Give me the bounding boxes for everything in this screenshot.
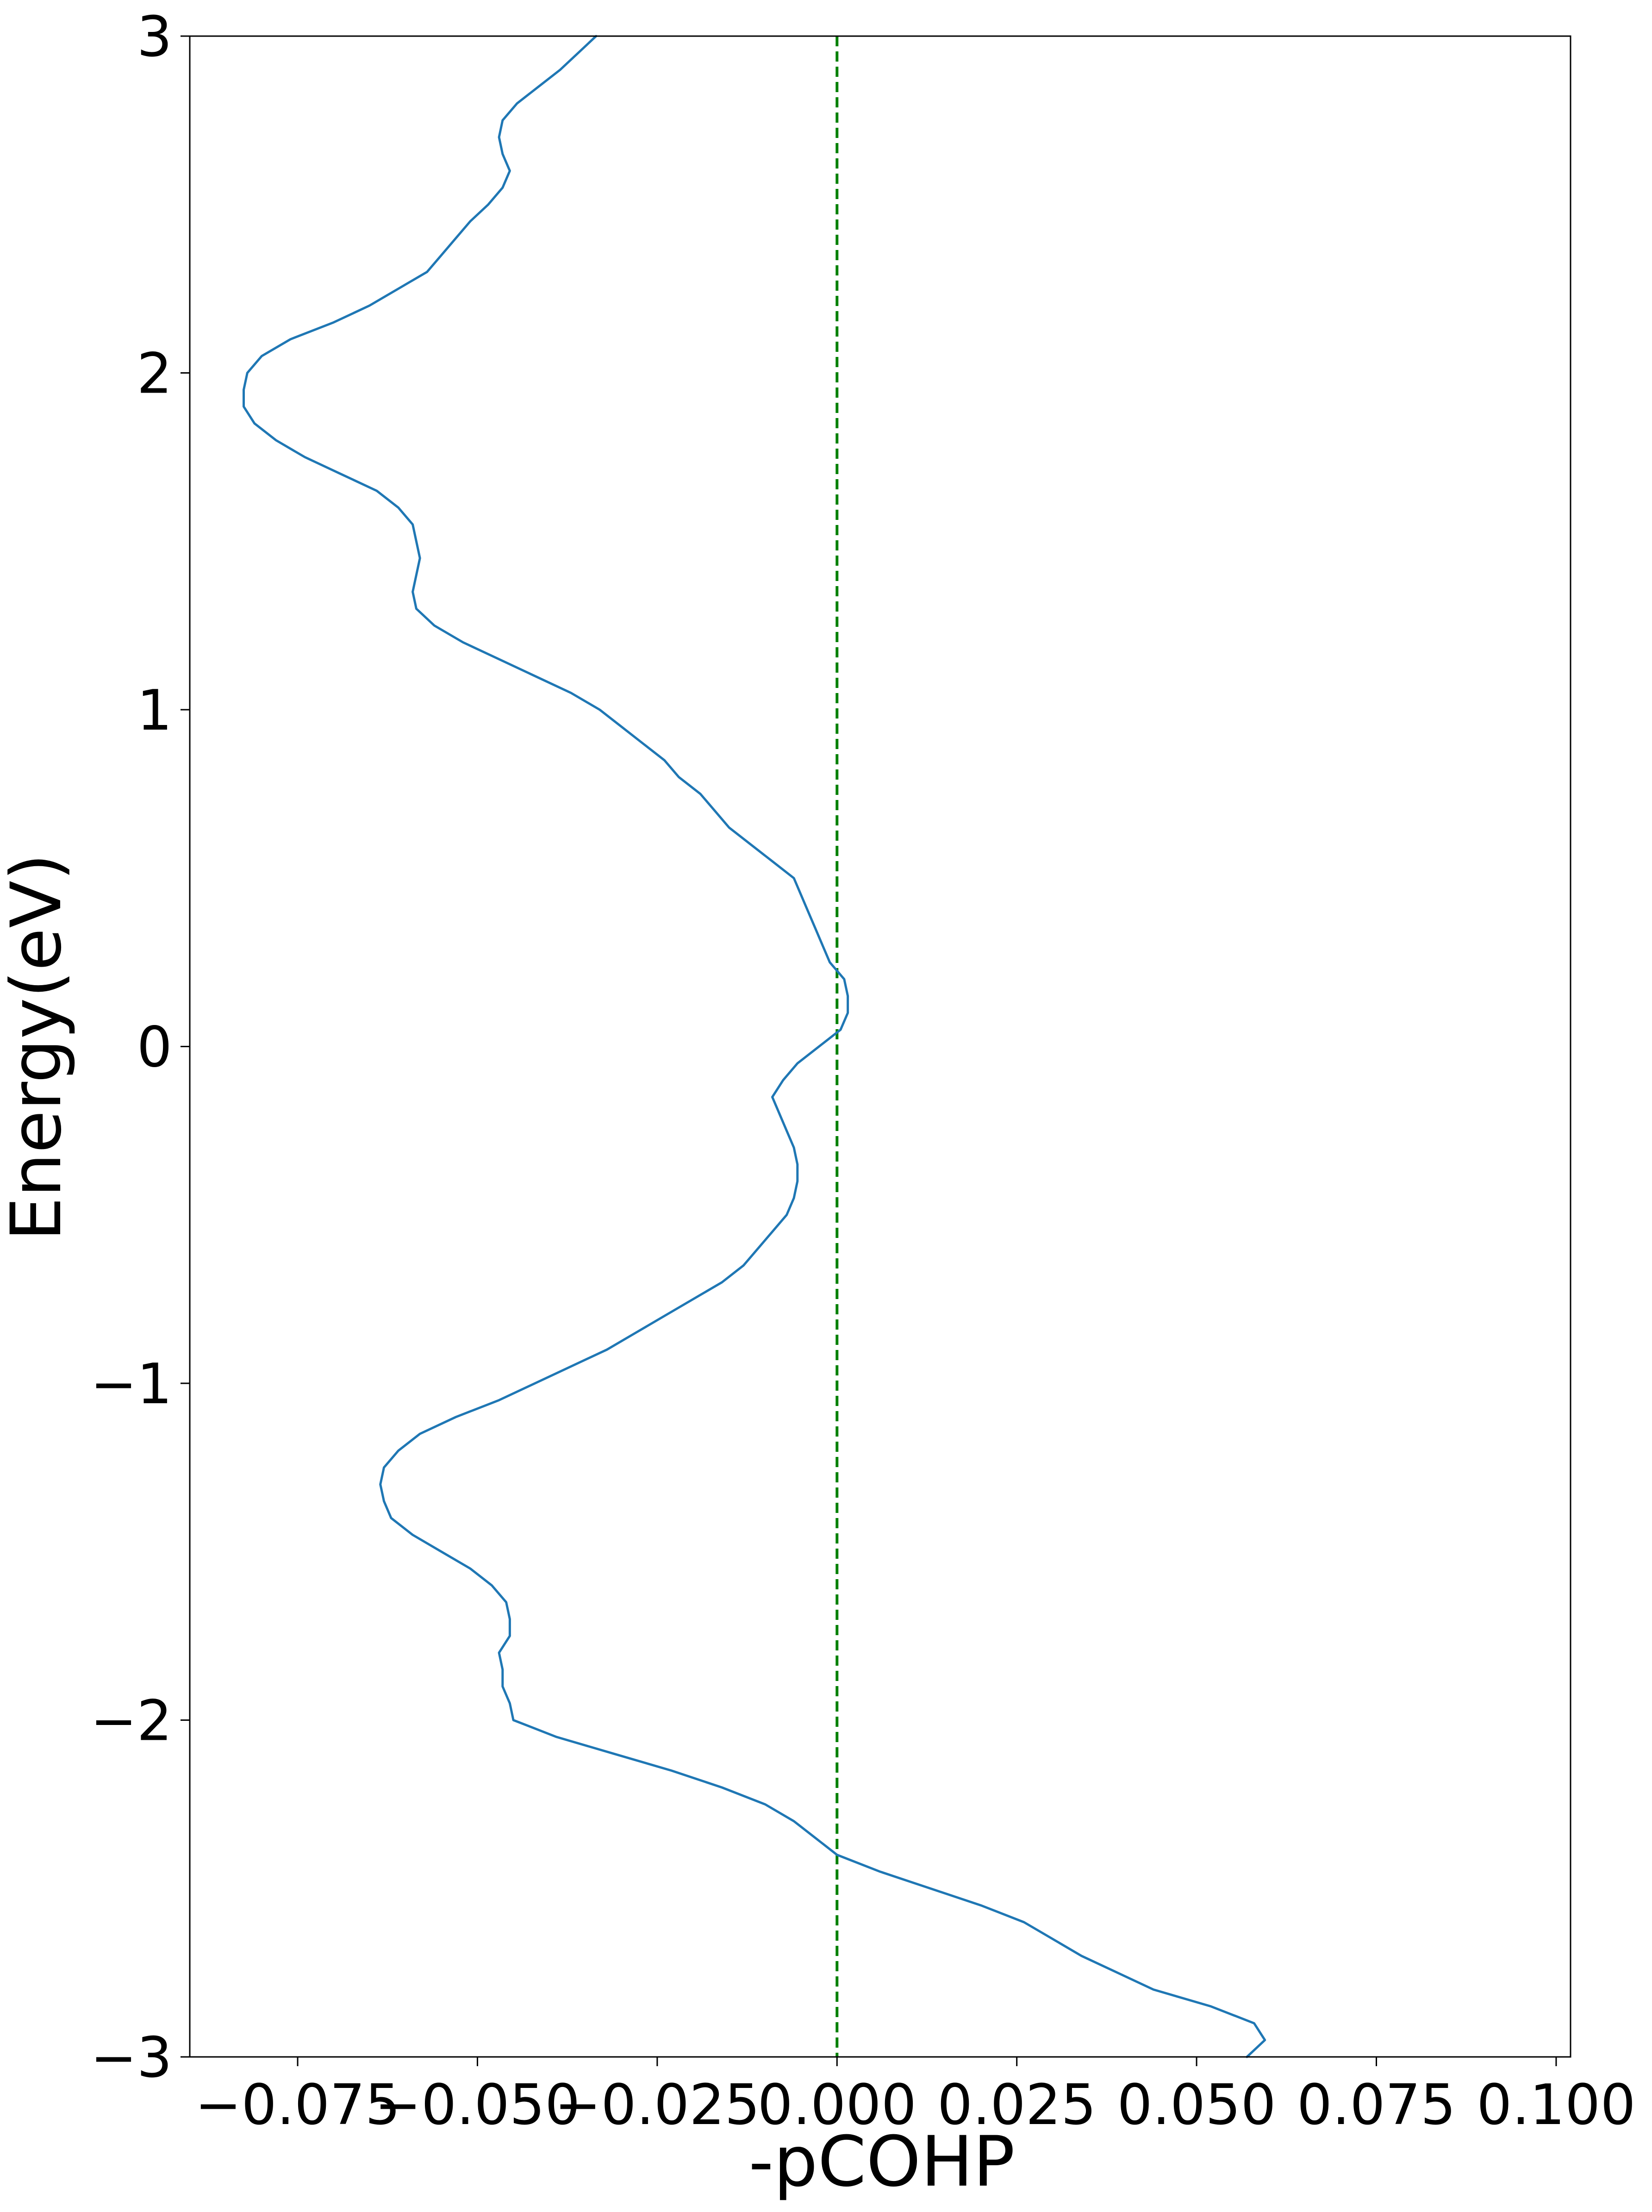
y-tick-label: 1 xyxy=(137,679,172,743)
x-axis-label: -pCOHP xyxy=(748,2122,1015,2202)
x-tick-label: 0.100 xyxy=(1477,2073,1636,2137)
y-axis-label: Energy(eV) xyxy=(0,853,77,1241)
x-tick-label: 0.075 xyxy=(1297,2073,1456,2137)
y-tick-layer: −3 −2 −1 0 1 2 3 xyxy=(90,5,190,2090)
x-tick-label: −0.025 xyxy=(555,2073,760,2137)
x-tick-label: 0.000 xyxy=(758,2073,917,2137)
y-tick-label: 3 xyxy=(137,5,172,69)
series-line-0 xyxy=(243,35,1266,2058)
y-tick-label: −2 xyxy=(90,1689,172,1754)
x-tick-label: 0.025 xyxy=(937,2073,1097,2137)
series-layer xyxy=(243,35,1266,2058)
x-tick-label: −0.075 xyxy=(195,2073,400,2137)
y-tick-label: 0 xyxy=(137,1016,172,1080)
y-tick-label: −3 xyxy=(90,2026,172,2090)
x-tick-label: 0.050 xyxy=(1117,2073,1276,2137)
y-tick-label: 2 xyxy=(137,342,172,406)
x-tick-label: −0.050 xyxy=(374,2073,580,2137)
y-tick-label: −1 xyxy=(90,1352,172,1417)
